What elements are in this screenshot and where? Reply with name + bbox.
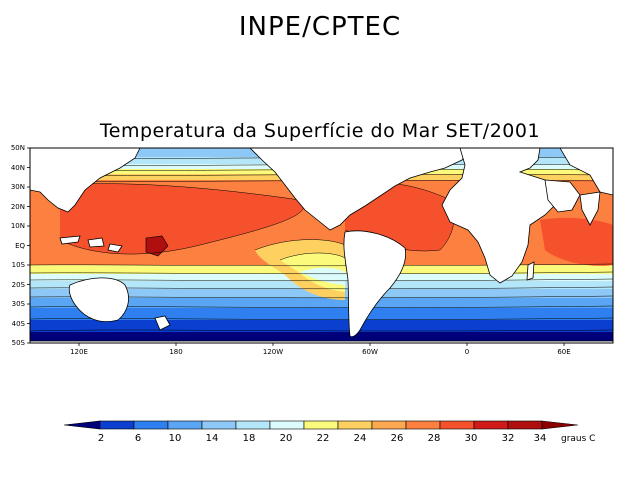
land-arabia: [544, 179, 581, 213]
scale-color-swatch: [439, 420, 475, 430]
land-south-america: [343, 230, 407, 338]
scale-tick-label: 30: [464, 433, 478, 444]
land-new-zealand: [154, 315, 171, 331]
band-south-2: [30, 306, 613, 320]
scale-tick-label: 22: [316, 433, 330, 444]
lat-label: 50S: [11, 339, 25, 347]
scale-tick-label: 6: [134, 433, 142, 444]
land-australia: [68, 277, 129, 323]
scale-color-swatch: [541, 420, 579, 430]
lat-label: 40N: [10, 163, 25, 172]
units-label: graus C: [561, 434, 596, 444]
lon-label: 180: [169, 348, 183, 356]
scale-color-swatch: [371, 420, 407, 430]
scale-color-swatch: [133, 420, 169, 430]
warm-pool-west-pacific: [60, 183, 304, 255]
scale-color-swatch: [63, 420, 101, 430]
band-south-1: [30, 318, 613, 332]
lon-label: 60W: [362, 348, 378, 356]
lon-ticks: [78, 343, 565, 346]
scale-color-swatch: [405, 420, 441, 430]
land-asia-east: [559, 148, 613, 196]
map-title: Temperatura da Superfície do Mar SET/200…: [99, 120, 541, 142]
scale-color-swatch: [269, 420, 305, 430]
scale-tick-label: 18: [242, 433, 256, 444]
lon-label: 120E: [70, 348, 88, 356]
lat-ticks: [27, 147, 30, 344]
band-south-3: [30, 296, 613, 308]
lon-label: 60E: [557, 348, 571, 356]
scale-tick-label: 14: [205, 433, 219, 444]
land-madagascar: [526, 261, 535, 281]
lat-label: 40S: [11, 319, 25, 328]
land-indonesia: [59, 235, 81, 245]
header-title: INPE/CPTEC: [238, 12, 402, 42]
scale-color-swatch: [473, 420, 509, 430]
lat-label: EQ: [15, 241, 25, 250]
lon-label: 0: [464, 348, 470, 356]
lat-label: 30N: [10, 183, 25, 191]
scale-tick-label: 26: [390, 433, 404, 444]
scale-tick-label: 34: [533, 433, 547, 444]
lat-label: 10N: [10, 222, 25, 230]
scale-color-swatch: [235, 420, 271, 430]
scale-tick-label: 10: [168, 433, 182, 444]
scale-color-swatch: [337, 420, 373, 430]
band-south-0: [30, 330, 613, 343]
land-africa: [441, 148, 561, 284]
land-india: [579, 191, 601, 226]
land-masses: [30, 148, 613, 343]
hot-spot: [145, 235, 169, 257]
lon-label: 120W: [262, 348, 284, 356]
lat-label: 50N: [10, 144, 25, 152]
land-north-america: [249, 148, 471, 231]
scale-tick-label: 28: [427, 433, 441, 444]
scale-color-swatch: [99, 420, 135, 430]
scale-tick-label: 20: [279, 433, 293, 444]
lat-label: 10S: [11, 261, 25, 269]
scale-tick-label: 32: [501, 433, 515, 444]
lat-label: 20S: [11, 280, 25, 289]
lat-label: 30S: [11, 300, 25, 308]
scale-tick-label: 2: [97, 433, 105, 444]
scale-color-swatch: [167, 420, 203, 430]
scale-color-swatch: [201, 420, 237, 430]
scale-color-swatch: [303, 420, 339, 430]
indian-warm: [540, 217, 613, 266]
land-asia: [30, 148, 141, 213]
lat-label: 20N: [10, 202, 25, 211]
scale-tick-label: 24: [353, 433, 367, 444]
scale-color-swatch: [507, 420, 543, 430]
